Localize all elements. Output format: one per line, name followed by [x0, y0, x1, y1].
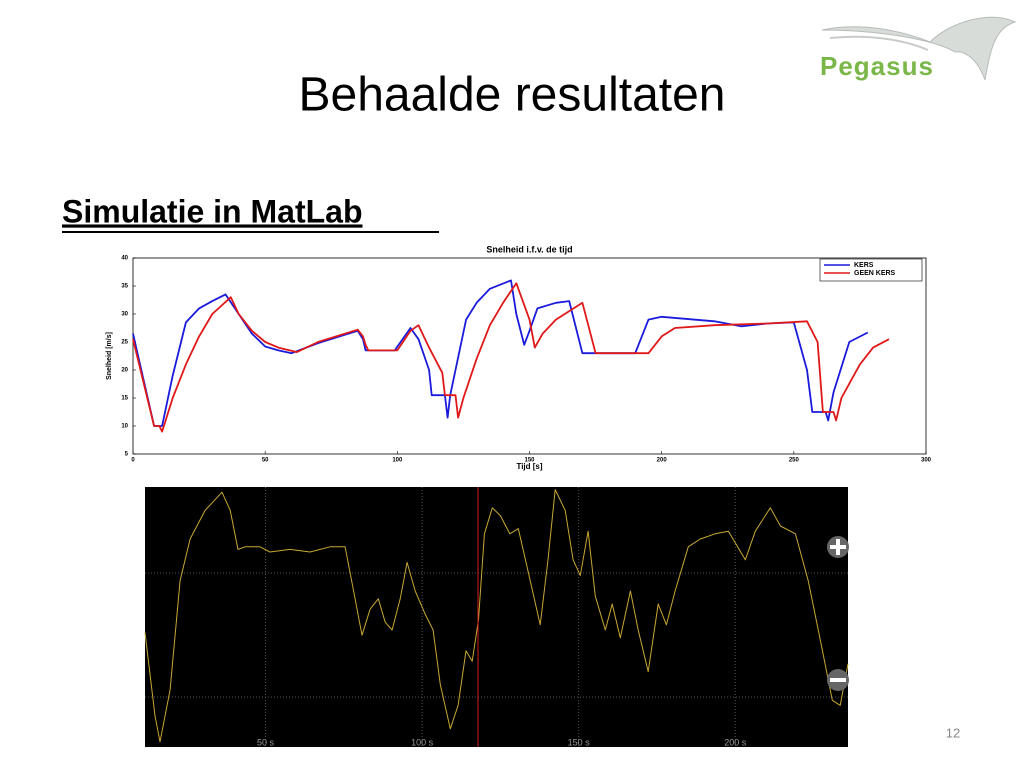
y-tick-label: 30 — [121, 312, 128, 318]
x-tick-label: 250 — [789, 458, 800, 464]
plot-area — [145, 487, 848, 747]
x-tick-label: 50 — [262, 458, 269, 464]
plot-area — [132, 257, 927, 455]
x-tick-label: 200 — [657, 458, 668, 464]
data-line — [132, 282, 890, 433]
legend-label: KERS — [854, 262, 874, 269]
legend-label: GEEN KERS — [854, 270, 896, 277]
x-tick-label: 0 — [131, 458, 135, 464]
y-tick-label: 35 — [121, 284, 128, 290]
zoom-out-button[interactable] — [827, 669, 849, 691]
x-tick-label: 100 s — [411, 737, 434, 747]
simulation-chart: 0 50 100 150 200 250 300 5 10 15 20 25 30 35 40 Snelhei… — [106, 244, 932, 471]
y-tick-label: 15 — [121, 396, 128, 402]
x-tick-label: 200 s — [724, 737, 747, 747]
x-tick-label: 150 — [524, 458, 535, 464]
page-number: 12 — [946, 725, 960, 740]
data-line — [144, 489, 849, 743]
x-tick-label: 50 s — [257, 737, 275, 747]
y-tick-label: 10 — [121, 424, 128, 430]
x-tick-label: 300 — [921, 458, 932, 464]
x-tick-label: 150 s — [568, 737, 591, 747]
y-tick-label: 25 — [121, 340, 128, 346]
logo: Pegasus — [820, 16, 1017, 81]
logo-text: Pegasus — [820, 51, 934, 81]
measurement-chart: 50 s 100 s 150 s 200 s — [144, 487, 849, 747]
x-axis-label: Tijd [s] — [516, 462, 542, 471]
y-axis-label: Snelheid [m/s] — [106, 332, 113, 380]
x-tick-label: 100 — [392, 458, 403, 464]
zoom-in-icon — [830, 539, 846, 555]
zoom-in-button[interactable] — [827, 536, 849, 558]
chart-title: Snelheid i.f.v. de tijd — [486, 244, 572, 254]
y-tick-label: 20 — [121, 368, 128, 374]
y-tick-label: 5 — [125, 452, 129, 458]
y-tick-label: 40 — [121, 256, 128, 262]
slide-heading: Simulatie in MatLab — [62, 193, 362, 229]
slide-title: Behaalde resultaten — [299, 69, 726, 122]
